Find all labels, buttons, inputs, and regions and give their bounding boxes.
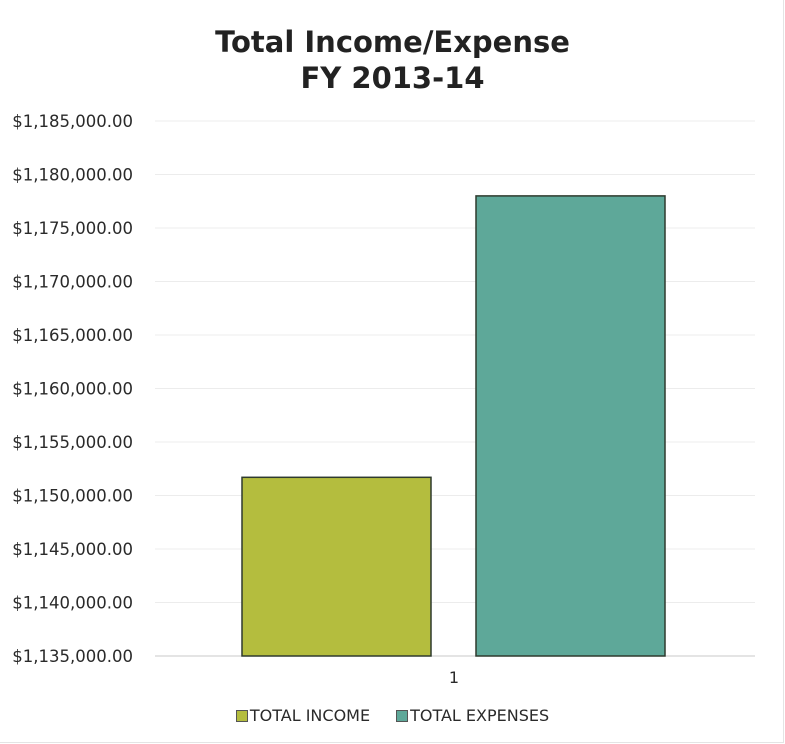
y-tick-label: $1,175,000.00 xyxy=(12,219,133,238)
y-tick-label: $1,185,000.00 xyxy=(12,112,133,131)
y-tick-label: $1,135,000.00 xyxy=(12,647,133,666)
legend: TOTAL INCOME TOTAL EXPENSES xyxy=(0,706,785,725)
legend-label-income: TOTAL INCOME xyxy=(249,706,371,725)
y-tick-label: $1,160,000.00 xyxy=(12,380,133,399)
y-tick-label: $1,155,000.00 xyxy=(12,433,133,452)
y-tick-label: $1,145,000.00 xyxy=(12,540,133,559)
y-tick-label: $1,180,000.00 xyxy=(12,166,133,185)
y-tick-label: $1,140,000.00 xyxy=(12,594,133,613)
y-tick-label: $1,170,000.00 xyxy=(12,273,133,292)
y-tick-label: $1,150,000.00 xyxy=(12,487,133,506)
chart-subtitle: FY 2013-14 xyxy=(300,61,485,95)
legend-swatch-expenses xyxy=(396,709,409,722)
chart-title: Total Income/Expense xyxy=(215,25,570,59)
legend-item-expenses: TOTAL EXPENSES xyxy=(396,706,549,725)
bar-total-income xyxy=(241,476,432,657)
legend-label-expenses: TOTAL EXPENSES xyxy=(410,706,550,725)
legend-item-income: TOTAL INCOME xyxy=(235,706,371,725)
legend-swatch-income xyxy=(235,709,248,722)
x-tick-label: 1 xyxy=(449,668,459,687)
y-tick-label: $1,165,000.00 xyxy=(12,326,133,345)
bar-total-expenses xyxy=(475,195,666,657)
